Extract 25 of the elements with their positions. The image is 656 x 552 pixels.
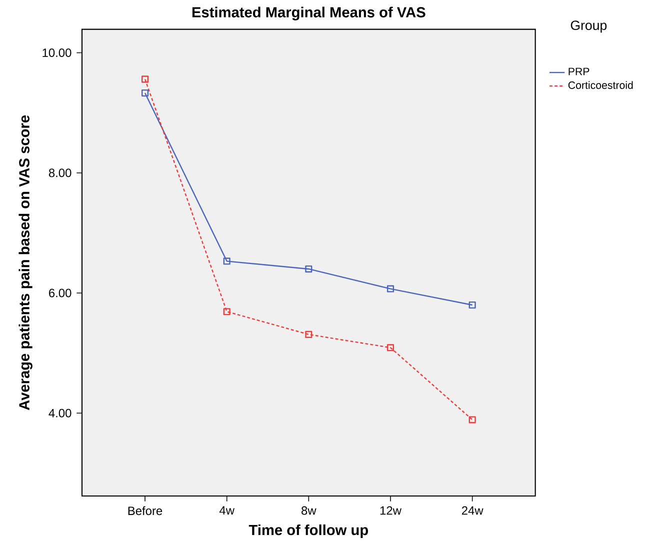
- y-tick-label: 6.00: [49, 288, 72, 298]
- point: [468, 301, 476, 309]
- legend-label: PRP: [568, 68, 590, 76]
- x-tick-label: 12w: [380, 506, 402, 515]
- point: [141, 76, 149, 83]
- y-axis-title: Average patients pain based on VAS score: [18, 115, 32, 410]
- point: [223, 258, 230, 265]
- chart-title: Estimated Marginal Means of VAS: [192, 6, 426, 20]
- legend-label: Corticoestroid: [568, 81, 633, 89]
- y-tick-label: 8.00: [48, 168, 72, 178]
- x-axis-title: Time of follow up: [248, 524, 368, 538]
- point: [305, 330, 312, 338]
- x-tick-label: Before: [128, 506, 162, 516]
- x-tick-label: 24w: [462, 506, 484, 515]
- point: [386, 285, 394, 292]
- point: [468, 416, 476, 424]
- y-tick-label: 10.00: [42, 48, 72, 57]
- x-tick-label: 8w: [302, 506, 316, 515]
- legend-title: Group: [570, 20, 607, 33]
- x-tick-label: 4w: [219, 506, 235, 515]
- point: [305, 265, 312, 272]
- point: [223, 308, 230, 316]
- point: [141, 89, 149, 97]
- point: [386, 344, 394, 352]
- y-tick-label: 4.00: [48, 408, 72, 418]
